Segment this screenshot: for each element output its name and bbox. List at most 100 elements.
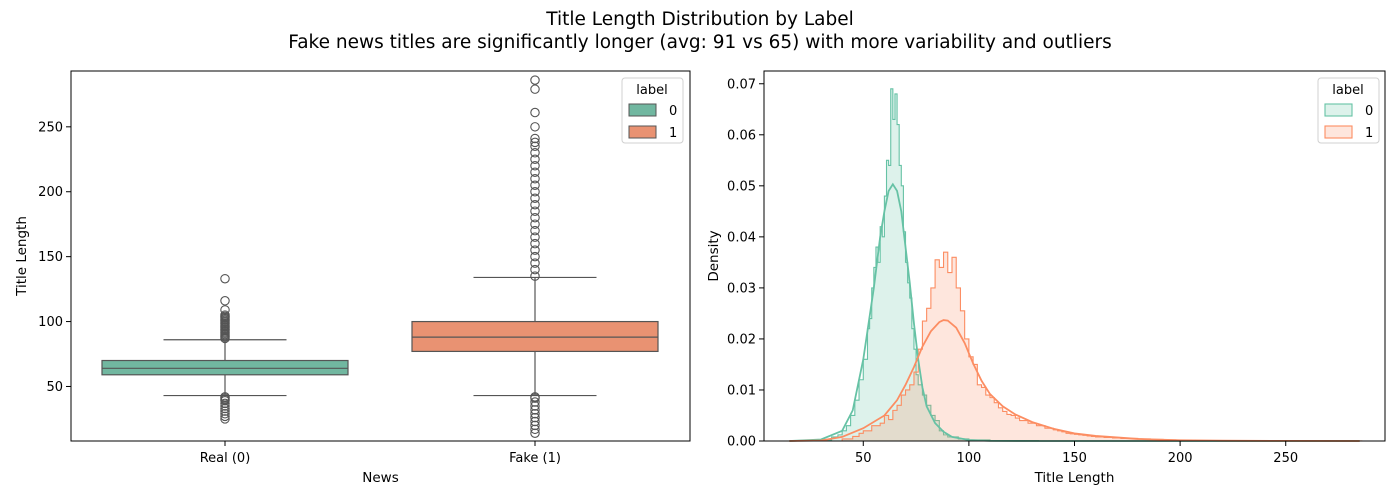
outlier-point [530, 232, 540, 242]
outlier-point [530, 161, 540, 171]
x-axis-label: Title Length [1034, 470, 1115, 486]
outlier-point [530, 397, 540, 407]
y-tick-label: 200 [38, 185, 63, 200]
x-tick-label: 200 [1168, 451, 1193, 466]
histogram-series-0 [799, 88, 1040, 442]
y-axis-label: Density [706, 230, 722, 281]
x-axis-label: News [362, 470, 398, 486]
outlier-point [220, 310, 230, 320]
outlier-point [530, 225, 540, 236]
histogram-panel: 0.00 0.01 0.02 0.03 0.04 0.05 0.06 0.07 50 100 150… [706, 70, 1386, 486]
y-tick-label: 150 [38, 250, 63, 265]
outlier-point [220, 273, 230, 284]
legend-title: label [1332, 83, 1363, 98]
histogram-series-1 [841, 251, 1363, 442]
outlier-point [530, 219, 540, 229]
outlier-point [530, 416, 540, 427]
outlier-point [530, 167, 540, 178]
outlier-point [220, 408, 230, 419]
x-tick-label: 250 [1273, 451, 1298, 466]
legend-label-1: 1 [1365, 126, 1373, 141]
outlier-point [530, 428, 540, 438]
outlier-point [220, 403, 230, 414]
y-tick-label: 0.07 [727, 77, 756, 92]
legend-frame [1317, 77, 1380, 144]
outlier-point [530, 148, 540, 158]
outlier-point [530, 251, 540, 262]
y-tick-label: 250 [38, 120, 63, 135]
x-tick-label: Fake (1) [509, 451, 561, 466]
outlier-point [220, 392, 230, 402]
outlier-point [530, 206, 540, 216]
outlier-point [530, 271, 540, 281]
legend-label-0: 0 [669, 104, 677, 119]
outlier-point [530, 137, 540, 148]
outlier-point [220, 411, 230, 422]
outlier-point [530, 193, 540, 203]
x-tick-label: 150 [1062, 451, 1087, 466]
outlier-point [530, 174, 540, 184]
y-tick-label: 50 [46, 380, 63, 395]
legend-swatch-0 [1324, 103, 1353, 117]
outlier-point [220, 414, 230, 424]
outlier-point [530, 122, 540, 132]
outlier-point [530, 180, 540, 190]
legend-label-1: 1 [669, 126, 677, 141]
histogram-step-0 [799, 88, 1040, 442]
outlier-point [530, 245, 540, 255]
outlier-point [530, 424, 540, 435]
outlier-point [530, 133, 540, 144]
iqr-box [101, 359, 349, 376]
outlier-point [530, 141, 540, 152]
histogram-step-1 [841, 251, 1363, 442]
y-tick-label: 0.06 [727, 128, 756, 143]
outlier-point [530, 186, 540, 197]
boxplot-panel: 50 100 150 200 250 Real (0) Fake (1) News Title … [14, 70, 691, 486]
y-tick-label: 100 [38, 315, 63, 330]
y-tick-label: 0.00 [727, 435, 756, 450]
outlier-point [530, 84, 540, 94]
box-0 [101, 273, 349, 424]
outlier-point [530, 154, 540, 165]
outlier-point [530, 258, 540, 268]
legend-swatch-1 [628, 125, 657, 139]
y-axis-label: Title Length [14, 216, 30, 297]
kde-line-0 [789, 182, 1360, 442]
x-tick-label: 100 [956, 451, 981, 466]
y-tick-label: 0.02 [727, 332, 756, 347]
outlier-point [530, 405, 540, 415]
x-tick-label: 50 [855, 451, 872, 466]
outlier-point [530, 212, 540, 223]
figure-subtitle: Fake news titles are significantly longe… [288, 32, 1111, 53]
outlier-point [220, 296, 230, 306]
outlier-point [530, 412, 540, 423]
x-tick-label: Real (0) [200, 451, 251, 466]
outlier-point [220, 406, 230, 416]
legend-label-0: 0 [1365, 104, 1373, 119]
axes-frame [70, 70, 691, 442]
outlier-point [220, 305, 230, 315]
y-tick-label: 0.05 [727, 179, 756, 194]
outlier-point [530, 75, 540, 85]
legend-swatch-0 [628, 103, 657, 117]
outlier-point [530, 199, 540, 210]
y-tick-label: 0.03 [727, 281, 756, 296]
y-tick-label: 0.01 [727, 383, 756, 398]
legend-swatch-1 [1324, 125, 1353, 139]
box-1 [411, 75, 659, 438]
y-tick-label: 0.04 [727, 230, 756, 245]
outlier-point [530, 107, 540, 118]
legend-title: label [636, 83, 667, 98]
outlier-point [530, 392, 540, 402]
outlier-point [220, 401, 230, 411]
outlier-point [530, 264, 540, 275]
outlier-point [530, 401, 540, 411]
outlier-point [530, 238, 540, 249]
outlier-point [220, 398, 230, 409]
figure-title: Title Length Distribution by Label [545, 9, 854, 30]
iqr-box [411, 320, 659, 353]
kde-line-1 [789, 319, 1360, 442]
